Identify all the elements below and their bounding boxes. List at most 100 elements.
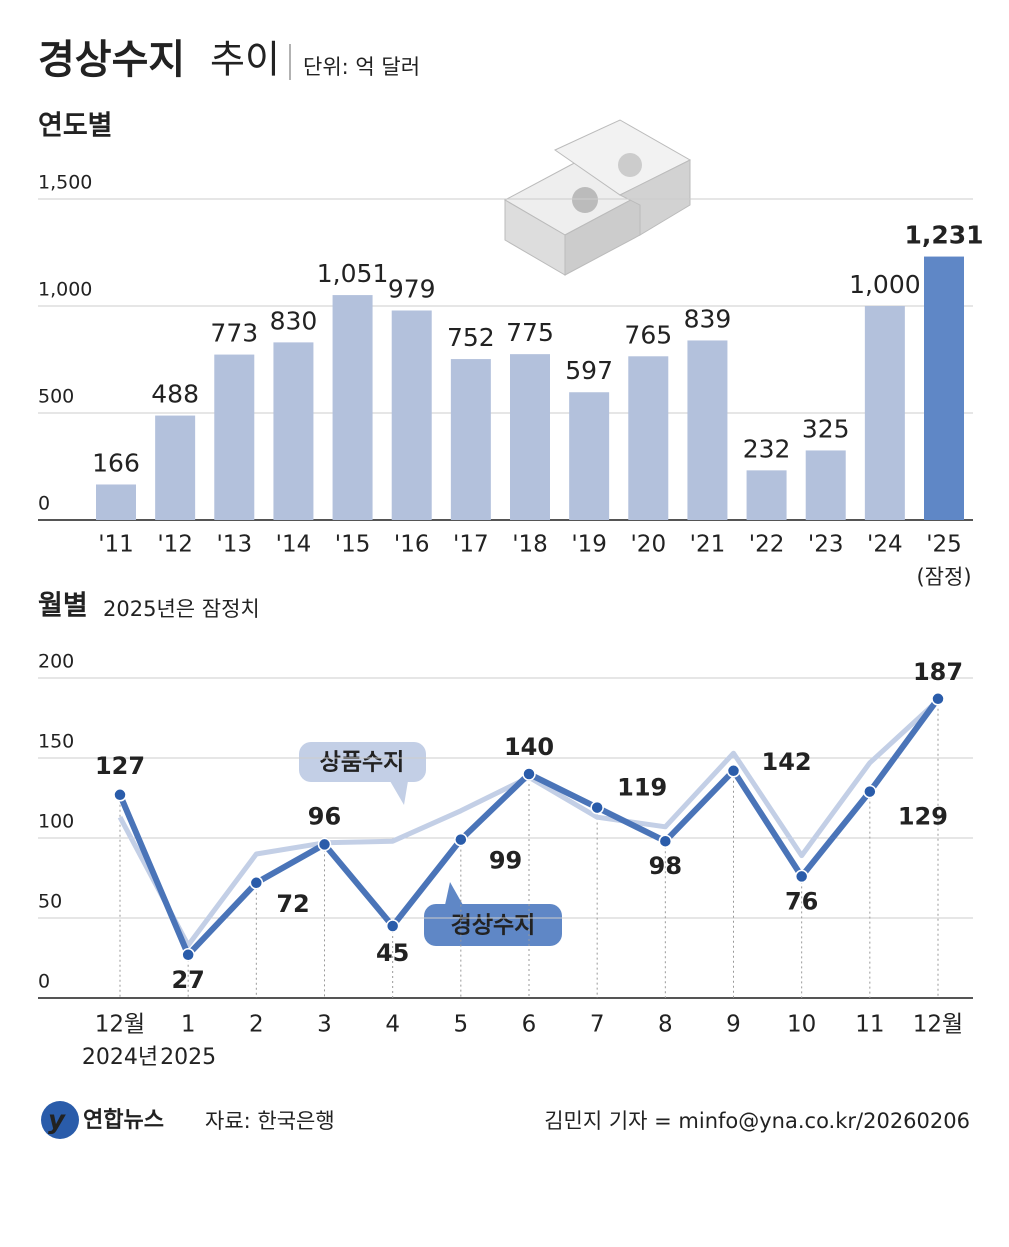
y-tick-label: 150 [38,731,74,753]
value-label: 488 [151,380,199,409]
x-tick-label: '21 [690,532,726,558]
value-label: 45 [376,939,409,967]
x-tick-label: 7 [590,1012,605,1038]
x-tick-label: 1 [181,1012,196,1038]
value-label: 775 [506,318,554,347]
bar [332,295,373,520]
x-tick-label: '24 [867,532,903,558]
y-tick-label: 0 [38,493,50,515]
line-title: 월별 [38,591,88,622]
x-tick-label: '19 [571,532,607,558]
value-label: 76 [785,887,818,915]
unit: 단위: 억 달러 [303,55,420,79]
x-tick-label: '18 [512,532,548,558]
data-point [522,767,536,781]
x-tick-label: 5 [454,1012,469,1038]
value-label: 232 [743,434,791,463]
bar [391,310,432,520]
bar [273,342,314,520]
credit: 김민지 기자 = minfo@yna.co.kr/20260206 [544,1109,970,1133]
bar [510,354,550,520]
value-label: 129 [898,803,948,831]
callout-box [299,742,426,782]
data-point [454,832,468,847]
title: 경상수지 [38,37,185,83]
bar [746,470,787,520]
x-tick-label: 10 [787,1012,816,1038]
x-tick-label: '23 [808,532,844,558]
value-label: 119 [617,774,667,802]
value-label: 72 [276,890,309,918]
x-tick-label: '14 [276,532,312,558]
value-label: 765 [624,320,672,349]
value-label: 99 [489,847,522,875]
data-point [794,869,809,884]
x-tick-label: 9 [726,1012,741,1038]
value-label: 98 [649,852,682,880]
data-point [590,800,604,815]
value-label: 96 [308,802,341,830]
value-label: 187 [913,658,963,686]
y-tick-label: 1,000 [38,279,92,301]
x-tick-label: '22 [749,532,785,558]
logo-mark [41,1101,79,1139]
x-tick-label: '12 [157,532,193,558]
y-tick-label: 0 [38,971,50,993]
value-label: 839 [684,304,732,333]
value-label: 1,051 [317,259,389,288]
bar [864,306,905,520]
x-tick-label: 8 [658,1012,673,1038]
data-point [931,692,945,706]
x-tick-label: '16 [394,532,430,558]
x-tick-label: '17 [453,532,489,558]
data-point [181,948,195,962]
bar [450,359,491,520]
y-tick-label: 50 [38,891,62,913]
data-point [658,834,673,848]
bar [687,340,728,520]
value-label: 752 [447,323,495,352]
y-tick-label: 500 [38,386,74,408]
x-tick-label: 6 [522,1012,537,1038]
value-label: 830 [270,306,318,335]
value-label: 597 [565,356,613,385]
x-tick-label: 12월 [913,1012,963,1038]
bar-title: 연도별 [38,111,113,142]
data-point [726,764,741,778]
data-point [113,788,127,802]
bar [569,392,610,520]
x-tick-label: 12월 [95,1012,145,1038]
bar [924,256,964,520]
x-tick-label: '25 [926,532,962,558]
logo: 연합뉴스 [83,1107,164,1133]
y-tick-label: 100 [38,811,74,833]
value-label: 142 [762,748,812,776]
bar [96,484,136,520]
series-label: 상품수지 [320,750,405,776]
y-tick-label: 200 [38,651,74,673]
x-tick-sublabel: 2024년 [82,1045,158,1070]
x-tick-label: 3 [317,1012,332,1038]
bar [155,415,196,520]
value-label: 1,000 [849,270,921,299]
logo-glyph: y [48,1106,66,1136]
value-label: 979 [388,274,436,303]
annotation: (잠정) [916,565,971,589]
data-point [863,784,877,799]
line-subtitle: 2025년은 잠정치 [103,597,260,621]
x-tick-label: 4 [385,1012,400,1038]
x-tick-sublabel: 2025 [160,1045,216,1070]
x-tick-label: '20 [630,532,666,558]
value-label: 1,231 [904,221,983,250]
x-tick-label: 11 [855,1012,884,1038]
value-label: 325 [802,414,850,443]
x-tick-label: '11 [98,532,134,558]
x-tick-label: '15 [335,532,371,558]
y-tick-label: 1,500 [38,172,92,194]
callout-tail [390,781,408,805]
value-label: 166 [92,448,140,477]
callout-tail [445,882,463,905]
money-icon [503,119,692,276]
